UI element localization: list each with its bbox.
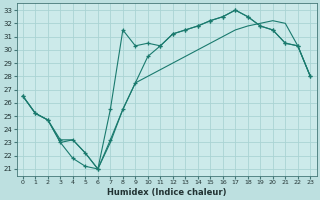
X-axis label: Humidex (Indice chaleur): Humidex (Indice chaleur) bbox=[107, 188, 226, 197]
